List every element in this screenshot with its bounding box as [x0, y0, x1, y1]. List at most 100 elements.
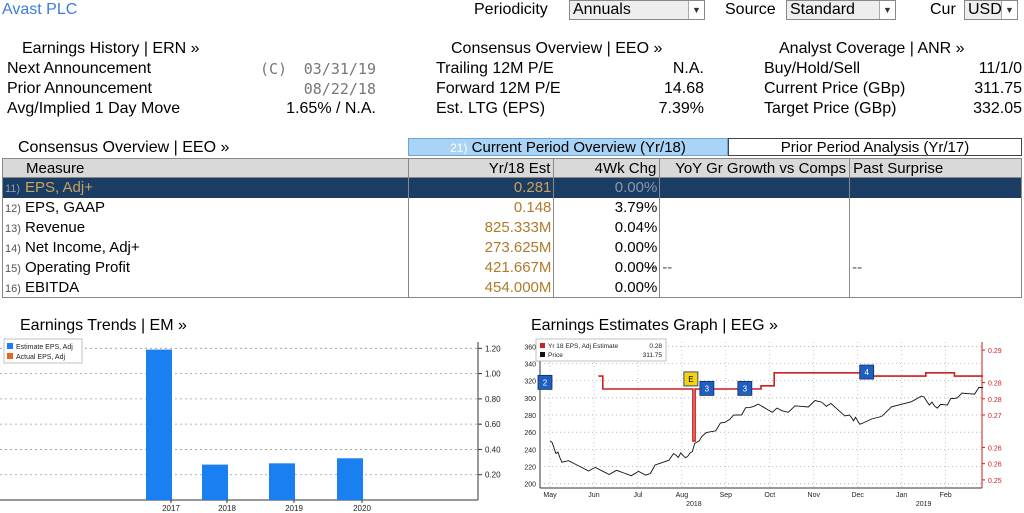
estimate-marker[interactable]: 2	[537, 374, 553, 390]
security-name[interactable]: Avast PLC	[2, 1, 78, 18]
marker-label: E	[688, 375, 693, 384]
measure-cell[interactable]: 13) Revenue	[2, 217, 409, 238]
legend-label: Yr 18 EPS, Adj Estimate	[548, 343, 618, 350]
estimate-marker[interactable]: 4	[859, 364, 875, 380]
growth-dash: --	[662, 259, 673, 276]
x-tick-label: Jun	[588, 492, 599, 499]
change-cell: 0.00%	[553, 257, 661, 278]
measure-cell[interactable]: 16) EBITDA	[2, 277, 409, 298]
legend: Yr 18 EPS, Adj Estimate 0.28 Price 311.75	[535, 338, 667, 362]
target-price-value: 332.05	[973, 100, 1022, 117]
legend-value: 0.28	[649, 343, 662, 350]
consensus-table-title[interactable]: Consensus Overview | EEO »	[18, 139, 230, 156]
currency-label: Cur	[930, 1, 956, 18]
marker-label: 4	[864, 368, 869, 377]
x-tick-label: Sep	[720, 492, 733, 499]
table-row[interactable]: 13) Revenue 825.333M 0.04%	[2, 217, 1022, 238]
column-header-yoy-growth[interactable]: YoY Gr Growth vs Comps	[659, 158, 851, 178]
tab-prior-period[interactable]: Prior Period Analysis (Yr/17)	[728, 138, 1022, 156]
chevron-down-icon[interactable]: ▼	[879, 1, 895, 19]
x-tick-label: Nov	[808, 492, 821, 499]
measure-cell[interactable]: 15) Operating Profit	[2, 257, 409, 278]
chevron-down-icon[interactable]: ▼	[1001, 1, 1017, 19]
left-tick-label: 280	[524, 413, 536, 420]
column-header-4wk-change[interactable]: 4Wk Chg	[553, 158, 661, 178]
estimate-marker[interactable]: 3	[699, 380, 715, 396]
periodicity-dropdown[interactable]: Annuals ▼	[569, 0, 705, 20]
measure-cell[interactable]: 12) EPS, GAAP	[2, 197, 409, 218]
x-tick-label: Jul	[633, 492, 642, 499]
left-tick-label: 240	[524, 447, 536, 454]
table-row[interactable]: 12) EPS, GAAP 0.148 3.79%	[2, 197, 1022, 218]
y-tick-label: 0.80	[485, 395, 501, 404]
consensus-overview-link[interactable]: Consensus Overview | EEO »	[451, 40, 663, 57]
x-tick-label: Aug	[676, 492, 689, 499]
estimate-cell: 825.333M	[407, 217, 555, 238]
estimate-cell: 0.281	[407, 177, 555, 198]
marker-label: 3	[743, 384, 748, 393]
prior-announcement-value: 08/22/18	[303, 80, 376, 98]
change-cell: 0.00%	[553, 237, 661, 258]
estimate-cell: 273.625M	[407, 237, 555, 258]
x-tick-label: Feb	[940, 492, 952, 499]
tab-prior-label: Prior Period Analysis (Yr/17)	[780, 139, 970, 156]
currency-dropdown[interactable]: USD ▼	[964, 0, 1018, 20]
y-tick-label: 0.20	[485, 471, 501, 480]
left-tick-label: 300	[524, 396, 536, 403]
left-tick-label: 200	[524, 482, 536, 489]
growth-cell	[659, 237, 851, 258]
earnings-trends-title[interactable]: Earnings Trends | EM »	[20, 317, 187, 334]
table-row[interactable]: 11) EPS, Adj+ 0.281 0.00%	[2, 177, 1022, 198]
right-tick-label: 0.29	[988, 348, 1002, 355]
analyst-coverage-link[interactable]: Analyst Coverage | ANR »	[779, 40, 965, 57]
growth-cell	[659, 197, 851, 218]
marker-box	[737, 380, 753, 396]
forward-pe-value: 14.68	[663, 80, 704, 97]
x-tick-label: May	[543, 492, 557, 499]
marker-box	[683, 371, 699, 387]
periodicity-label: Periodicity	[474, 1, 548, 18]
left-tick-label: 340	[524, 361, 536, 368]
tab-current-period[interactable]: 21) Current Period Overview (Yr/18)	[408, 138, 728, 156]
column-header-estimate[interactable]: Yr/18 Est	[407, 158, 555, 178]
tab-index: 21)	[450, 141, 468, 155]
table-row[interactable]: 15) Operating Profit 421.667M 0.00% -- -- …	[2, 257, 1022, 278]
price-line	[549, 386, 984, 477]
current-price-label: Current Price (GBp)	[764, 80, 906, 97]
x-tick-label: Jan	[896, 492, 907, 499]
measure-cell[interactable]: 14) Net Income, Adj+	[2, 237, 409, 258]
earnings-marker[interactable]: E	[683, 371, 699, 387]
x-tick-label: 2019	[285, 504, 303, 513]
growth-cell	[659, 177, 851, 198]
estimate-marker[interactable]: 3	[737, 380, 753, 396]
table-row[interactable]: 16) EBITDA 454.000M 0.00%	[2, 277, 1022, 298]
estimates-graph-title[interactable]: Earnings Estimates Graph | EEG »	[531, 317, 778, 334]
buy-hold-sell-label: Buy/Hold/Sell	[764, 60, 861, 77]
legend-box	[535, 338, 667, 362]
buy-hold-sell-value: 11/1/0	[978, 60, 1022, 77]
y-tick-label: 1.00	[485, 370, 501, 379]
x-tick-label: 2020	[353, 504, 371, 513]
chevron-down-icon[interactable]: ▼	[688, 1, 704, 19]
column-header-measure[interactable]: Measure	[2, 158, 409, 178]
table-row[interactable]: 14) Net Income, Adj+ 273.625M 0.00%	[2, 237, 1022, 258]
growth-cell: -- --	[646, 257, 851, 278]
measure-cell[interactable]: 11) EPS, Adj+	[2, 177, 409, 198]
bar	[202, 464, 228, 500]
surprise-cell	[849, 177, 1022, 198]
right-tick-label: 0.26	[988, 445, 1002, 452]
marker-label: 2	[543, 378, 548, 387]
bar	[146, 349, 172, 500]
earnings-history-title[interactable]: Earnings History | ERN »	[22, 40, 200, 57]
change-cell: 3.79%	[553, 197, 661, 218]
earnings-trends-chart[interactable]: 0.20 0.40 0.60 0.80 1.00 1.20 2017 2018 2019 2020…	[0, 336, 510, 513]
earnings-estimates-chart[interactable]: 200 220 240 260 280 300 320 340 360 0.25 0.26 0.26 0…	[510, 336, 1024, 513]
trailing-pe-label: Trailing 12M P/E	[436, 60, 554, 77]
source-dropdown[interactable]: Standard ▼	[786, 0, 896, 20]
column-header-past-surprise[interactable]: Past Surprise	[849, 158, 1022, 178]
surprise-cell: --	[849, 257, 1022, 278]
right-tick-label: 0.28	[988, 381, 1002, 388]
estimate-cell: 0.148	[407, 197, 555, 218]
x-tick-label: Dec	[851, 492, 864, 499]
next-announcement-value: 03/31/19	[303, 60, 376, 78]
